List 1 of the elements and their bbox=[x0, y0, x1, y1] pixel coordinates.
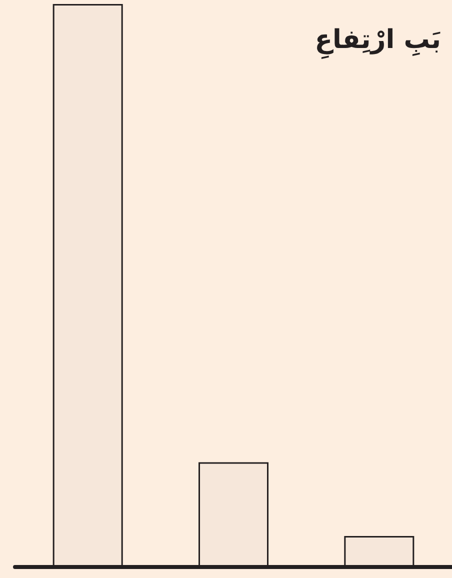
text: بَبِ ارْتِفاعِ bbox=[314, 25, 442, 60]
